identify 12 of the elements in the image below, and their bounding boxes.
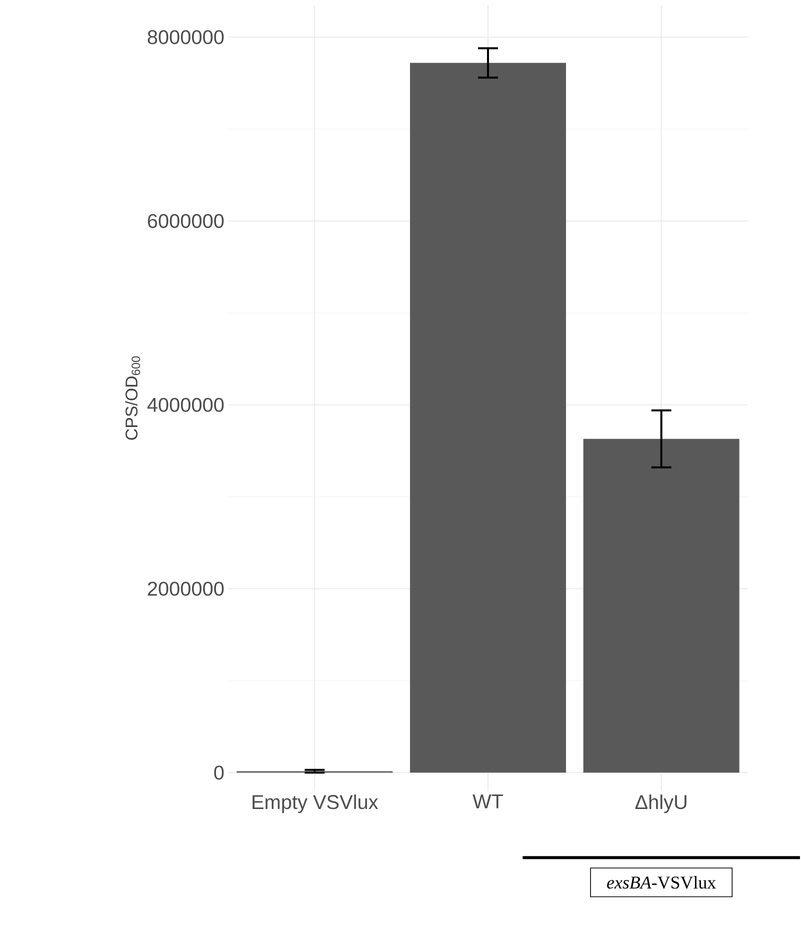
- bar: [410, 62, 566, 773]
- bar: [583, 438, 740, 773]
- y-tick-label: 8000000: [148, 30, 224, 44]
- y-tick-label: 6000000: [148, 214, 224, 228]
- x-tick-label: WT: [472, 794, 503, 808]
- text: exsBA-VSVlux: [606, 876, 716, 889]
- y-tick-label: 2000000: [148, 582, 224, 596]
- x-tick-label: Empty VSVlux: [252, 794, 378, 814]
- y-tick-label: 4000000: [147, 398, 224, 412]
- y-tick-label: 0: [214, 766, 224, 780]
- y-axis-title: CPS/OD$_{600}$: [124, 356, 140, 440]
- x-tick-label: ΔhlyU: [635, 794, 686, 814]
